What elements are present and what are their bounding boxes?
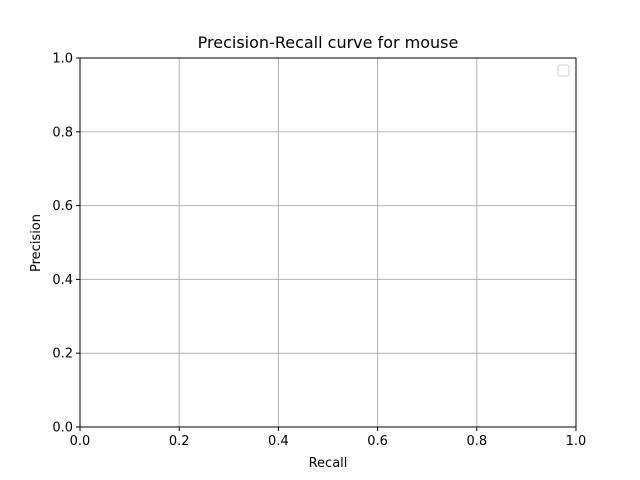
x-tick-label: 1.0 [566,434,587,449]
y-tick-label: 0.6 [52,199,73,214]
chart-title: Precision-Recall curve for mouse [198,33,459,52]
y-tick-label: 0.2 [52,347,73,362]
y-tick-label: 0.8 [52,125,73,140]
legend-box [557,64,570,77]
y-tick-label: 0.0 [52,421,73,436]
x-tick-label: 0.8 [466,434,487,449]
x-axis-label: Recall [309,456,348,471]
x-tick-label: 0.2 [169,434,190,449]
y-tick-label: 0.4 [52,273,73,288]
y-axis-label: Precision [29,214,44,272]
x-tick-label: 0.6 [367,434,388,449]
y-axis: 0.0 0.2 0.4 0.6 0.8 1.0 [52,52,80,436]
x-axis: 0.0 0.2 0.4 0.6 0.8 1.0 [70,427,587,449]
plot-frame [79,57,577,428]
x-tick-label: 0.4 [268,434,289,449]
x-tick-label: 0.0 [70,434,91,449]
y-tick-label: 1.0 [52,52,73,67]
